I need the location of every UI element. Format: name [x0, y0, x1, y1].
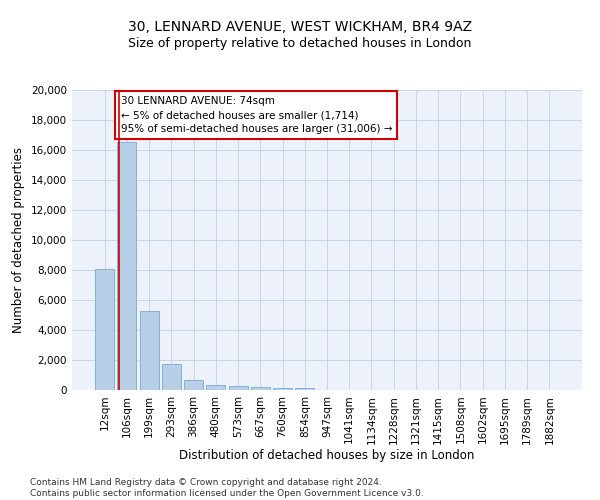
Text: 30 LENNARD AVENUE: 74sqm
← 5% of detached houses are smaller (1,714)
95% of semi: 30 LENNARD AVENUE: 74sqm ← 5% of detache…: [121, 96, 392, 134]
Bar: [95, 268, 114, 390]
Text: 30, LENNARD AVENUE, WEST WICKHAM, BR4 9AZ: 30, LENNARD AVENUE, WEST WICKHAM, BR4 9A…: [128, 20, 472, 34]
Text: Contains HM Land Registry data © Crown copyright and database right 2024.
Contai: Contains HM Land Registry data © Crown c…: [30, 478, 424, 498]
Bar: [118, 142, 136, 390]
Y-axis label: Number of detached properties: Number of detached properties: [13, 147, 25, 333]
Bar: [206, 385, 225, 390]
Bar: [140, 310, 158, 390]
Bar: [162, 364, 181, 390]
Bar: [184, 380, 203, 390]
Bar: [251, 387, 270, 390]
Bar: [295, 388, 314, 390]
Text: Size of property relative to detached houses in London: Size of property relative to detached ho…: [128, 38, 472, 51]
Bar: [229, 386, 248, 390]
Bar: [273, 388, 292, 390]
X-axis label: Distribution of detached houses by size in London: Distribution of detached houses by size …: [179, 449, 475, 462]
